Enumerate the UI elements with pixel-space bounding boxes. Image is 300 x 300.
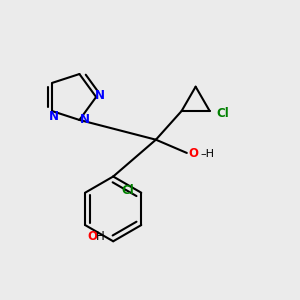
Text: H: H: [96, 230, 104, 243]
Text: Cl: Cl: [121, 184, 134, 197]
Text: N: N: [95, 89, 105, 102]
Text: Cl: Cl: [216, 107, 229, 120]
Text: N: N: [49, 110, 59, 123]
Text: O: O: [188, 147, 198, 160]
Text: N: N: [80, 113, 90, 127]
Text: O: O: [88, 230, 98, 243]
Text: –H: –H: [200, 148, 214, 158]
